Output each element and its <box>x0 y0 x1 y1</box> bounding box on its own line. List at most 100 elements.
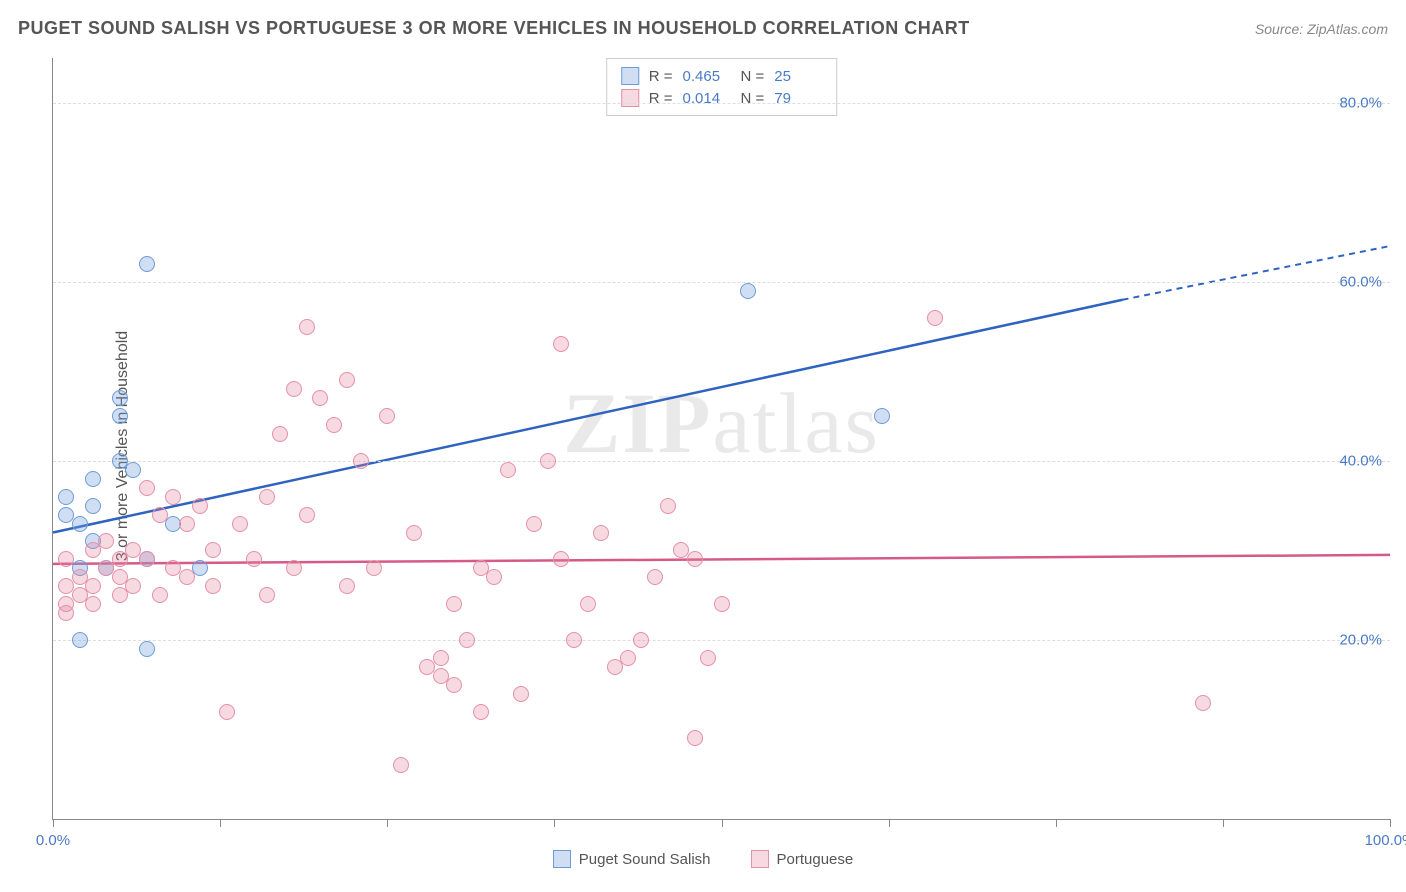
legend-series-name: Portuguese <box>777 851 854 868</box>
data-point <box>299 507 315 523</box>
data-point <box>112 408 128 424</box>
ytick-label: 20.0% <box>1339 631 1382 648</box>
legend-r-label: R = <box>649 68 673 85</box>
xtick <box>889 819 890 827</box>
gridline <box>53 461 1390 462</box>
ytick-label: 60.0% <box>1339 273 1382 290</box>
data-point <box>85 596 101 612</box>
series-legend: Puget Sound Salish Portuguese <box>0 850 1406 868</box>
data-point <box>259 489 275 505</box>
legend-swatch <box>621 67 639 85</box>
data-point <box>312 390 328 406</box>
data-point <box>620 650 636 666</box>
data-point <box>593 525 609 541</box>
data-point <box>219 704 235 720</box>
data-point <box>152 587 168 603</box>
data-point <box>205 542 221 558</box>
data-point <box>85 498 101 514</box>
data-point <box>246 551 262 567</box>
data-point <box>406 525 422 541</box>
legend-swatch <box>553 850 571 868</box>
data-point <box>72 516 88 532</box>
data-point <box>299 319 315 335</box>
data-point <box>179 569 195 585</box>
data-point <box>112 390 128 406</box>
data-point <box>58 605 74 621</box>
data-point <box>366 560 382 576</box>
data-point <box>286 381 302 397</box>
legend-swatch <box>621 89 639 107</box>
legend-r-value: 0.014 <box>683 90 731 107</box>
regression-lines <box>53 58 1390 819</box>
xtick <box>220 819 221 827</box>
legend-item: Puget Sound Salish <box>553 850 711 868</box>
legend-n-value: 79 <box>774 90 822 107</box>
legend-row: R = 0.014 N = 79 <box>621 87 823 109</box>
legend-n-value: 25 <box>774 68 822 85</box>
data-point <box>927 310 943 326</box>
legend-swatch <box>751 850 769 868</box>
ytick-label: 80.0% <box>1339 94 1382 111</box>
data-point <box>339 372 355 388</box>
gridline <box>53 640 1390 641</box>
legend-r-label: R = <box>649 90 673 107</box>
data-point <box>700 650 716 666</box>
data-point <box>647 569 663 585</box>
data-point <box>98 533 114 549</box>
data-point <box>139 551 155 567</box>
data-point <box>714 596 730 612</box>
data-point <box>58 489 74 505</box>
data-point <box>687 730 703 746</box>
data-point <box>205 578 221 594</box>
data-point <box>446 596 462 612</box>
watermark: ZIPatlas <box>563 373 880 473</box>
data-point <box>85 578 101 594</box>
data-point <box>165 489 181 505</box>
gridline <box>53 282 1390 283</box>
data-point <box>326 417 342 433</box>
xtick <box>1223 819 1224 827</box>
legend-n-label: N = <box>741 90 765 107</box>
ytick-label: 40.0% <box>1339 452 1382 469</box>
data-point <box>1195 695 1211 711</box>
data-point <box>553 336 569 352</box>
xtick <box>554 819 555 827</box>
data-point <box>85 471 101 487</box>
data-point <box>72 632 88 648</box>
data-point <box>874 408 890 424</box>
xtick <box>1390 819 1391 827</box>
legend-row: R =0.465N =25 <box>621 65 823 87</box>
xtick-label: 0.0% <box>36 832 70 849</box>
data-point <box>566 632 582 648</box>
gridline <box>53 103 1390 104</box>
data-point <box>139 256 155 272</box>
xtick <box>1056 819 1057 827</box>
data-point <box>540 453 556 469</box>
data-point <box>139 480 155 496</box>
data-point <box>740 283 756 299</box>
data-point <box>58 551 74 567</box>
data-point <box>446 677 462 693</box>
data-point <box>459 632 475 648</box>
data-point <box>687 551 703 567</box>
data-point <box>286 560 302 576</box>
data-point <box>192 498 208 514</box>
data-point <box>232 516 248 532</box>
data-point <box>473 704 489 720</box>
data-point <box>486 569 502 585</box>
xtick <box>53 819 54 827</box>
data-point <box>272 426 288 442</box>
plot-area: ZIPatlas R = 0.465 N = 25 R = 0.014 N = 79 20.0… <box>52 58 1390 820</box>
data-point <box>125 578 141 594</box>
data-point <box>393 757 409 773</box>
correlation-legend: R = 0.465 N = 25 R = 0.014 N = 79 <box>606 58 838 116</box>
data-point <box>379 408 395 424</box>
source-label: Source: ZipAtlas.com <box>1255 21 1388 37</box>
data-point <box>526 516 542 532</box>
legend-item: Portuguese <box>751 850 854 868</box>
data-point <box>513 686 529 702</box>
data-point <box>125 462 141 478</box>
data-point <box>633 632 649 648</box>
legend-r-value: 0.465 <box>683 68 731 85</box>
data-point <box>353 453 369 469</box>
